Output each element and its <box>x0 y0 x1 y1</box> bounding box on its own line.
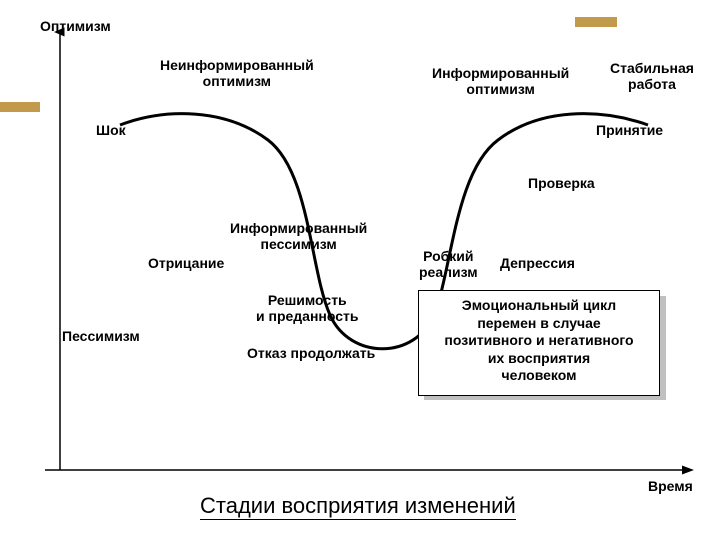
y-axis-label: Оптимизм <box>40 18 111 34</box>
label-informed-optimism: Информированныйоптимизм <box>432 65 569 97</box>
callout-box: Эмоциональный циклперемен в случаепозити… <box>418 290 660 396</box>
label-refusal: Отказ продолжать <box>247 345 375 361</box>
label-shock: Шок <box>96 122 126 138</box>
y-axis-bottom-label: Пессимизм <box>62 328 140 344</box>
x-axis-label: Время <box>648 478 693 494</box>
label-stable-work: Стабильнаяработа <box>610 60 694 92</box>
diagram-title: Стадии восприятия изменений <box>200 493 516 520</box>
label-acceptance: Принятие <box>596 122 663 138</box>
label-denial: Отрицание <box>148 255 224 271</box>
label-informed-pessimism: Информированныйпессимизм <box>230 220 367 252</box>
label-checking: Проверка <box>528 175 595 191</box>
label-resolve: Решимостьи преданность <box>256 292 359 324</box>
label-uninformed-optimism: Неинформированныйоптимизм <box>160 57 314 89</box>
label-timid-realism: Робкийреализм <box>419 248 478 280</box>
diagram-canvas: Оптимизм Время Пессимизм Неинформированн… <box>0 0 720 540</box>
label-depression: Депрессия <box>500 255 575 271</box>
